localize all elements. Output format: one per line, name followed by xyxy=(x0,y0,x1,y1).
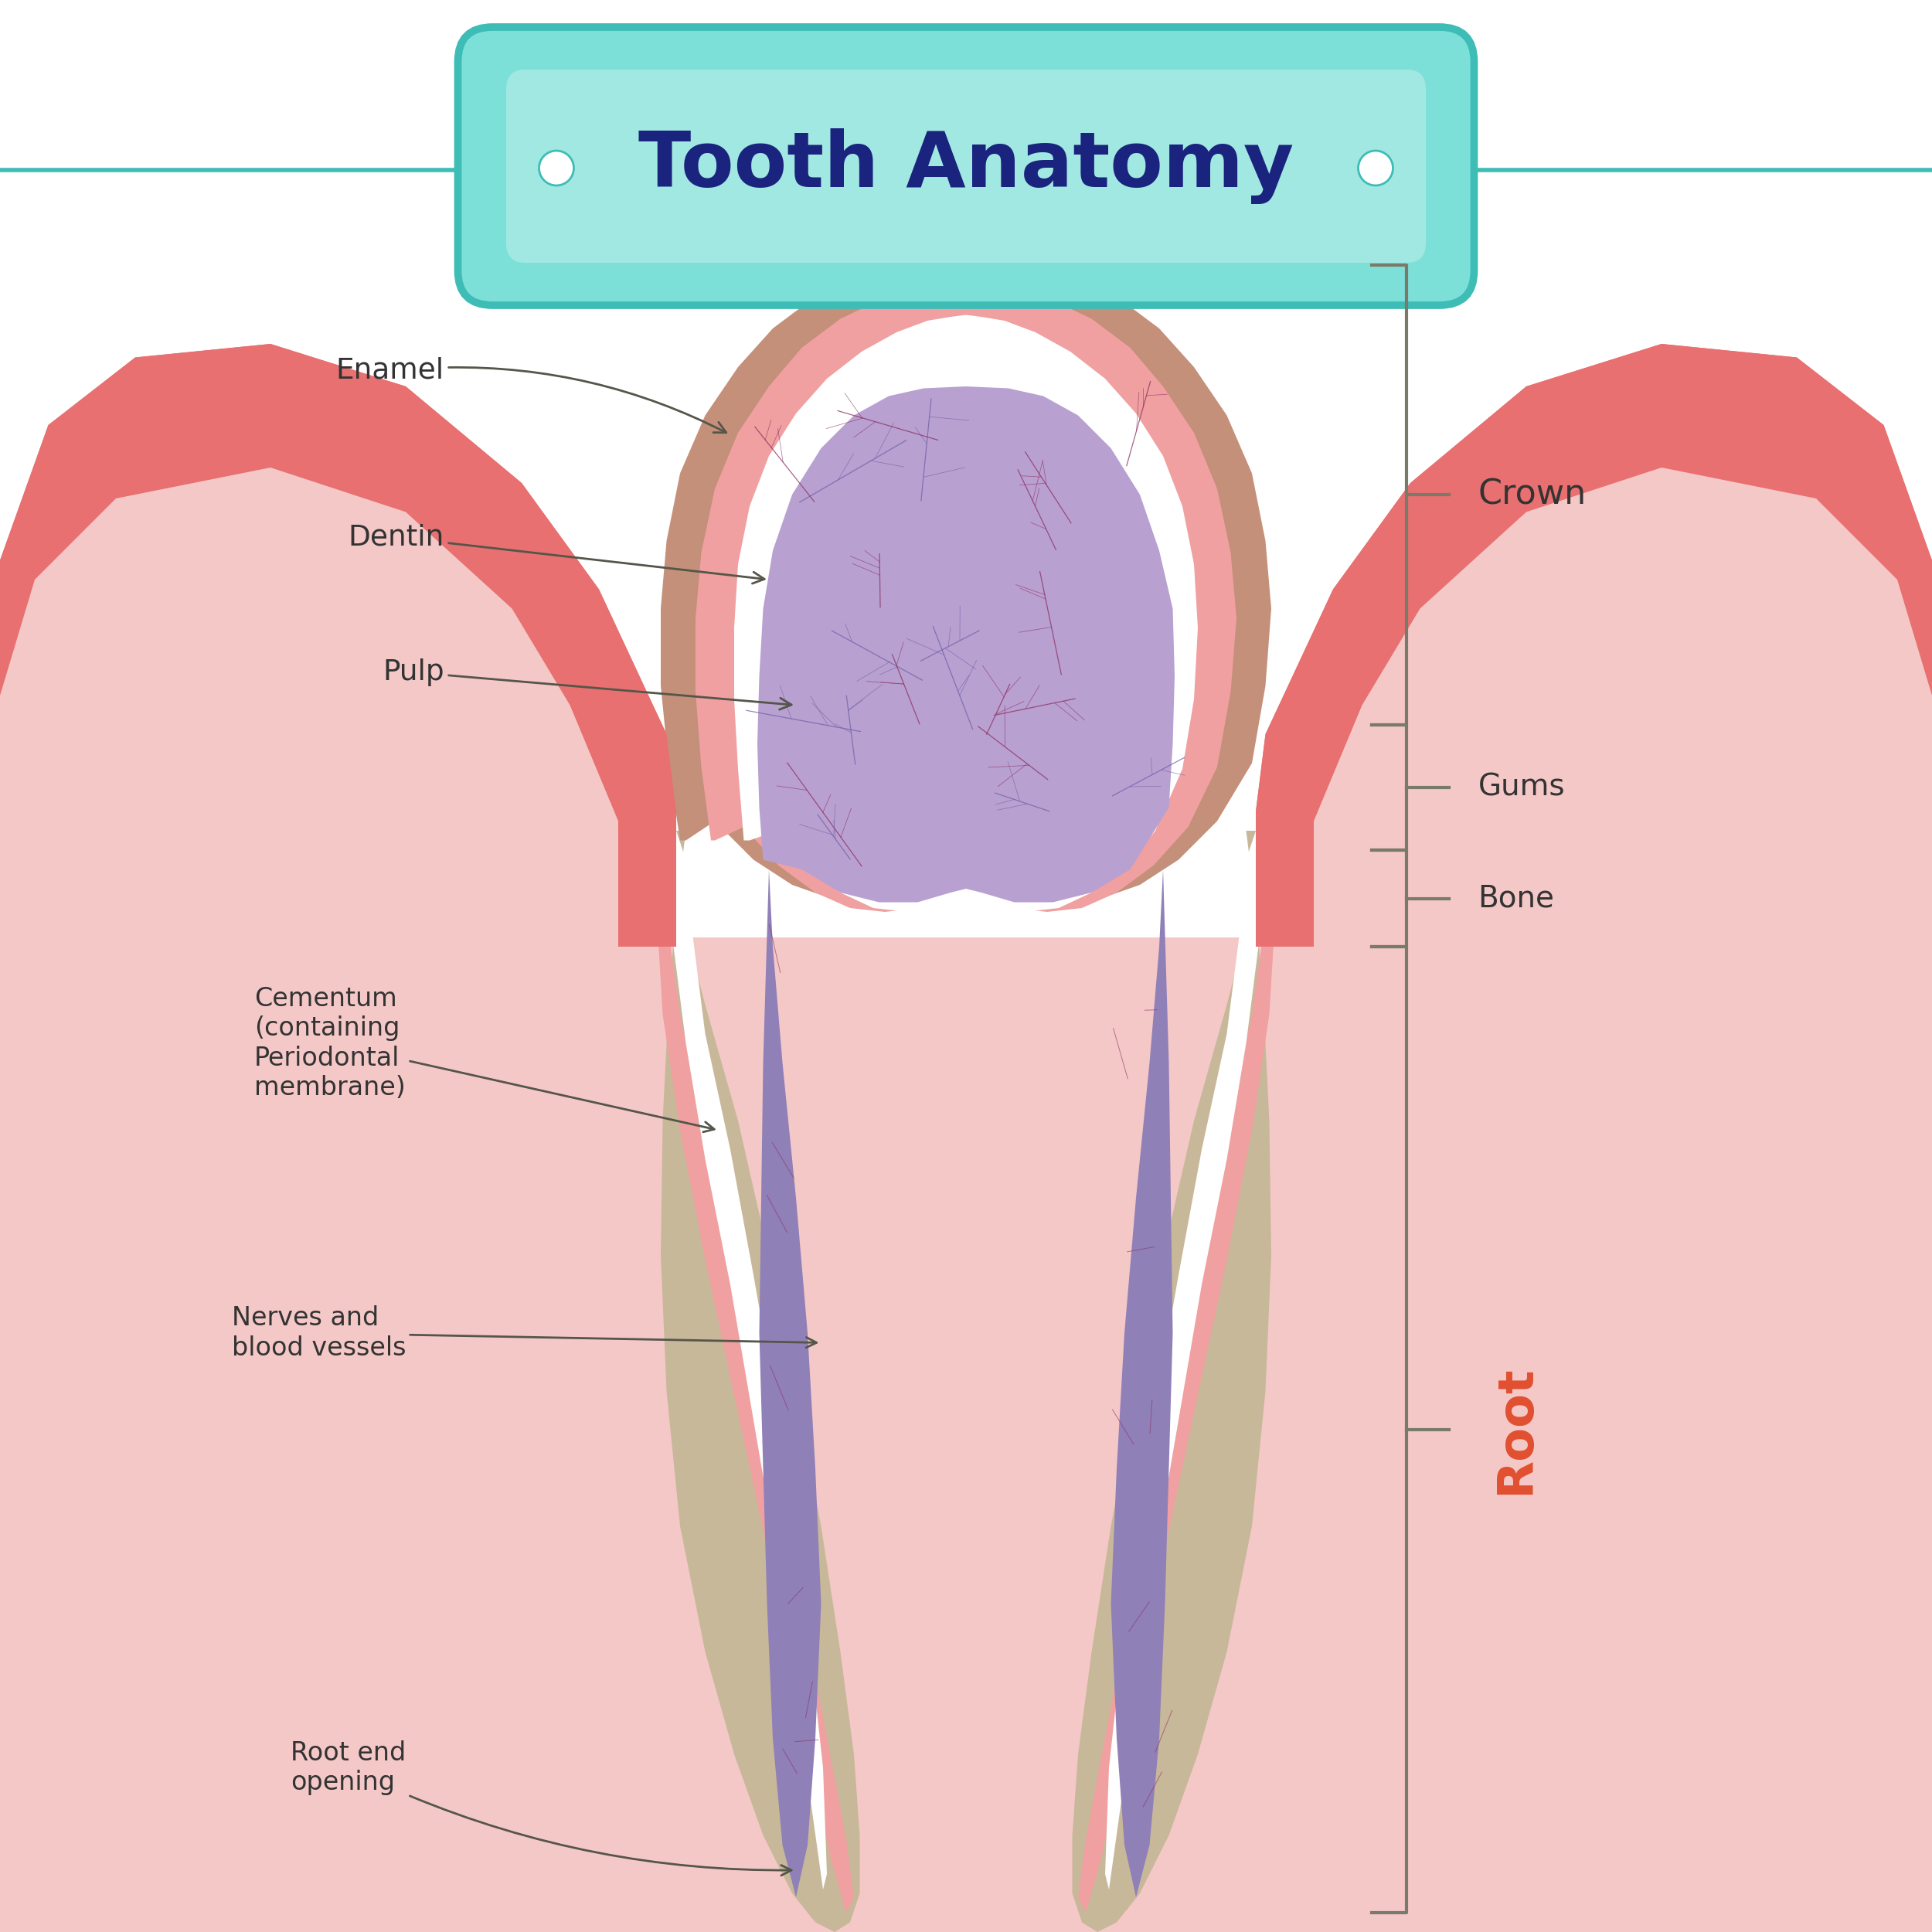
Polygon shape xyxy=(0,344,676,947)
Polygon shape xyxy=(0,468,618,947)
Polygon shape xyxy=(734,315,1198,912)
Text: Bone: Bone xyxy=(1478,883,1555,914)
Text: Crown: Crown xyxy=(1478,477,1586,512)
Text: Nerves and
blood vessels: Nerves and blood vessels xyxy=(232,1306,817,1360)
Polygon shape xyxy=(1256,344,1932,947)
Polygon shape xyxy=(696,284,1236,912)
Polygon shape xyxy=(638,753,860,1932)
Polygon shape xyxy=(661,265,1271,904)
Polygon shape xyxy=(1314,468,1932,947)
Polygon shape xyxy=(1256,344,1932,947)
FancyBboxPatch shape xyxy=(458,27,1474,305)
Polygon shape xyxy=(1314,468,1932,947)
Text: Gums: Gums xyxy=(1478,773,1565,802)
Circle shape xyxy=(539,151,574,185)
Polygon shape xyxy=(759,869,821,1897)
Text: Pulp: Pulp xyxy=(383,659,792,709)
Polygon shape xyxy=(1105,802,1269,1889)
Text: Root end
opening: Root end opening xyxy=(290,1741,792,1876)
Text: Tooth Anatomy: Tooth Anatomy xyxy=(638,128,1294,205)
Text: Root: Root xyxy=(1492,1364,1540,1495)
Polygon shape xyxy=(0,344,676,947)
Bar xyxy=(0,937,1932,1932)
Text: Cementum
(containing
Periodontal
membrane): Cementum (containing Periodontal membran… xyxy=(255,985,715,1132)
Polygon shape xyxy=(649,773,854,1913)
Bar xyxy=(0,0,1932,947)
Text: Enamel: Enamel xyxy=(336,357,726,433)
Polygon shape xyxy=(1078,773,1283,1913)
Circle shape xyxy=(1358,151,1393,185)
FancyBboxPatch shape xyxy=(506,70,1426,263)
Polygon shape xyxy=(757,386,1175,902)
Polygon shape xyxy=(663,802,827,1889)
Text: Dentin: Dentin xyxy=(348,524,765,583)
Polygon shape xyxy=(1072,753,1294,1932)
Polygon shape xyxy=(1111,869,1173,1897)
Polygon shape xyxy=(0,468,618,947)
